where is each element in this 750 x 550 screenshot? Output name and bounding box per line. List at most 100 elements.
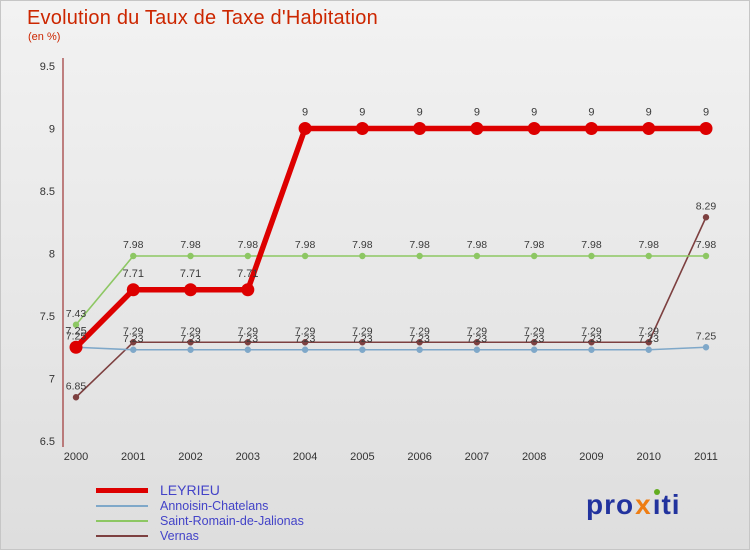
- svg-text:7.98: 7.98: [467, 239, 488, 251]
- series-labels-Annoisin-Chatelans: 7.25 7.23 7.23 7.23 7.23 7.23 7.23 7.23 7.23 7.23…: [66, 330, 717, 345]
- legend-item-saint-romain-de-jalionas: Saint-Romain-de-Jalionas: [96, 514, 304, 528]
- svg-text:7.23: 7.23: [524, 333, 545, 345]
- svg-text:7.98: 7.98: [352, 239, 373, 251]
- svg-text:2006: 2006: [407, 451, 431, 463]
- logo-pro: pro: [586, 489, 635, 520]
- svg-text:7.25: 7.25: [65, 325, 86, 337]
- svg-text:7.29: 7.29: [295, 325, 316, 337]
- svg-text:7.29: 7.29: [581, 325, 602, 337]
- legend-label: Vernas: [160, 529, 199, 543]
- legend-item-leyrieu: LEYRIEU: [96, 482, 304, 498]
- svg-text:9: 9: [49, 124, 55, 136]
- svg-text:9: 9: [531, 107, 537, 119]
- svg-text:7.23: 7.23: [409, 333, 430, 345]
- svg-text:2008: 2008: [522, 451, 546, 463]
- svg-text:7.71: 7.71: [180, 268, 201, 280]
- svg-text:9: 9: [417, 107, 423, 119]
- svg-text:8.5: 8.5: [40, 186, 55, 198]
- svg-text:7.23: 7.23: [581, 333, 602, 345]
- series-labels-LEYRIEU: 7.25 7.71 7.71 7.71 9 9 9 9 9 9 9 9: [65, 107, 709, 338]
- svg-text:7.98: 7.98: [639, 239, 660, 251]
- chart-legend: LEYRIEU Annoisin-Chatelans Saint-Romain-…: [96, 482, 304, 544]
- svg-text:7.23: 7.23: [639, 333, 660, 345]
- legend-item-vernas: Vernas: [96, 529, 304, 543]
- svg-text:7.98: 7.98: [238, 239, 259, 251]
- svg-text:8.29: 8.29: [696, 200, 717, 212]
- svg-text:7.29: 7.29: [238, 325, 259, 337]
- svg-text:7.98: 7.98: [696, 239, 717, 251]
- svg-text:9.5: 9.5: [40, 61, 55, 73]
- series-Saint-Romain-de-Jalionas: [72, 252, 710, 328]
- svg-text:7.98: 7.98: [581, 239, 602, 251]
- svg-text:7.23: 7.23: [180, 333, 201, 345]
- series-labels-Saint-Romain-de-Jalionas: 7.43 7.98 7.98 7.98 7.98 7.98 7.98 7.98 7.98 7.98…: [66, 239, 717, 320]
- svg-text:8: 8: [49, 249, 55, 261]
- svg-text:2009: 2009: [579, 451, 603, 463]
- svg-text:7.29: 7.29: [123, 325, 144, 337]
- svg-text:6.5: 6.5: [40, 436, 55, 448]
- svg-text:7.29: 7.29: [467, 325, 488, 337]
- series-LEYRIEU: [69, 122, 713, 354]
- page-subtitle: (en %): [28, 31, 61, 43]
- series-Vernas: [72, 214, 710, 401]
- svg-text:9: 9: [703, 107, 709, 119]
- svg-text:2005: 2005: [350, 451, 374, 463]
- series-labels-Vernas: 6.85 7.29 7.29 7.29 7.29 7.29 7.29 7.29 7.29 7.29…: [66, 200, 717, 392]
- page-title: Evolution du Taux de Taxe d'Habitation: [27, 7, 378, 29]
- svg-text:7.23: 7.23: [467, 333, 488, 345]
- svg-text:7.29: 7.29: [180, 325, 201, 337]
- svg-text:2010: 2010: [636, 451, 660, 463]
- svg-text:7.29: 7.29: [524, 325, 545, 337]
- svg-text:7.29: 7.29: [639, 325, 660, 337]
- svg-text:7.98: 7.98: [123, 239, 144, 251]
- legend-label: Annoisin-Chatelans: [160, 499, 269, 513]
- svg-text:9: 9: [588, 107, 594, 119]
- legend-item-annoisin-chatelans: Annoisin-Chatelans: [96, 499, 304, 513]
- svg-text:7.98: 7.98: [180, 239, 201, 251]
- series-Annoisin-Chatelans: [72, 344, 710, 353]
- legend-swatch-saint-romain-de-jalionas: [96, 520, 148, 522]
- logo-ti: ti: [661, 489, 681, 520]
- svg-text:2003: 2003: [236, 451, 260, 463]
- svg-text:7.43: 7.43: [66, 308, 87, 320]
- svg-text:2011: 2011: [694, 451, 718, 463]
- logo-i: ı: [652, 489, 662, 520]
- svg-text:7.5: 7.5: [40, 311, 55, 323]
- svg-text:7.23: 7.23: [352, 333, 373, 345]
- svg-text:9: 9: [646, 107, 652, 119]
- proxiti-logo[interactable]: proxı ti: [586, 489, 681, 521]
- svg-text:2007: 2007: [465, 451, 489, 463]
- svg-text:9: 9: [359, 107, 365, 119]
- legend-swatch-vernas: [96, 535, 148, 537]
- svg-text:7.25: 7.25: [66, 330, 87, 342]
- svg-text:9: 9: [302, 107, 308, 119]
- svg-text:7.23: 7.23: [238, 333, 259, 345]
- logo-x: x: [635, 489, 652, 520]
- legend-swatch-annoisin-chatelans: [96, 505, 148, 507]
- svg-text:7.29: 7.29: [352, 325, 373, 337]
- svg-text:7.23: 7.23: [123, 333, 144, 345]
- svg-text:2000: 2000: [64, 451, 88, 463]
- svg-text:7.71: 7.71: [237, 268, 258, 280]
- svg-text:7.29: 7.29: [409, 325, 430, 337]
- svg-text:2002: 2002: [178, 451, 202, 463]
- logo-green-dot: [654, 489, 661, 495]
- legend-label: Saint-Romain-de-Jalionas: [160, 514, 304, 528]
- legend-label: LEYRIEU: [160, 482, 220, 498]
- y-tick-labels: 6.5 7 7.5 8 8.5 9 9.5: [40, 61, 55, 448]
- svg-text:6.85: 6.85: [66, 380, 87, 392]
- legend-swatch-leyrieu: [96, 487, 148, 493]
- svg-text:2004: 2004: [293, 451, 317, 463]
- svg-text:7.98: 7.98: [295, 239, 316, 251]
- svg-text:7.98: 7.98: [524, 239, 545, 251]
- svg-text:7.25: 7.25: [696, 330, 717, 342]
- svg-text:7: 7: [49, 374, 55, 386]
- svg-text:2001: 2001: [121, 451, 145, 463]
- svg-text:7.98: 7.98: [409, 239, 430, 251]
- svg-text:9: 9: [474, 107, 480, 119]
- svg-text:7.23: 7.23: [295, 333, 316, 345]
- svg-text:7.71: 7.71: [123, 268, 144, 280]
- x-tick-labels: 2000 2001 2002 2003 2004 2005 2006 2007 2008 2009…: [64, 451, 718, 463]
